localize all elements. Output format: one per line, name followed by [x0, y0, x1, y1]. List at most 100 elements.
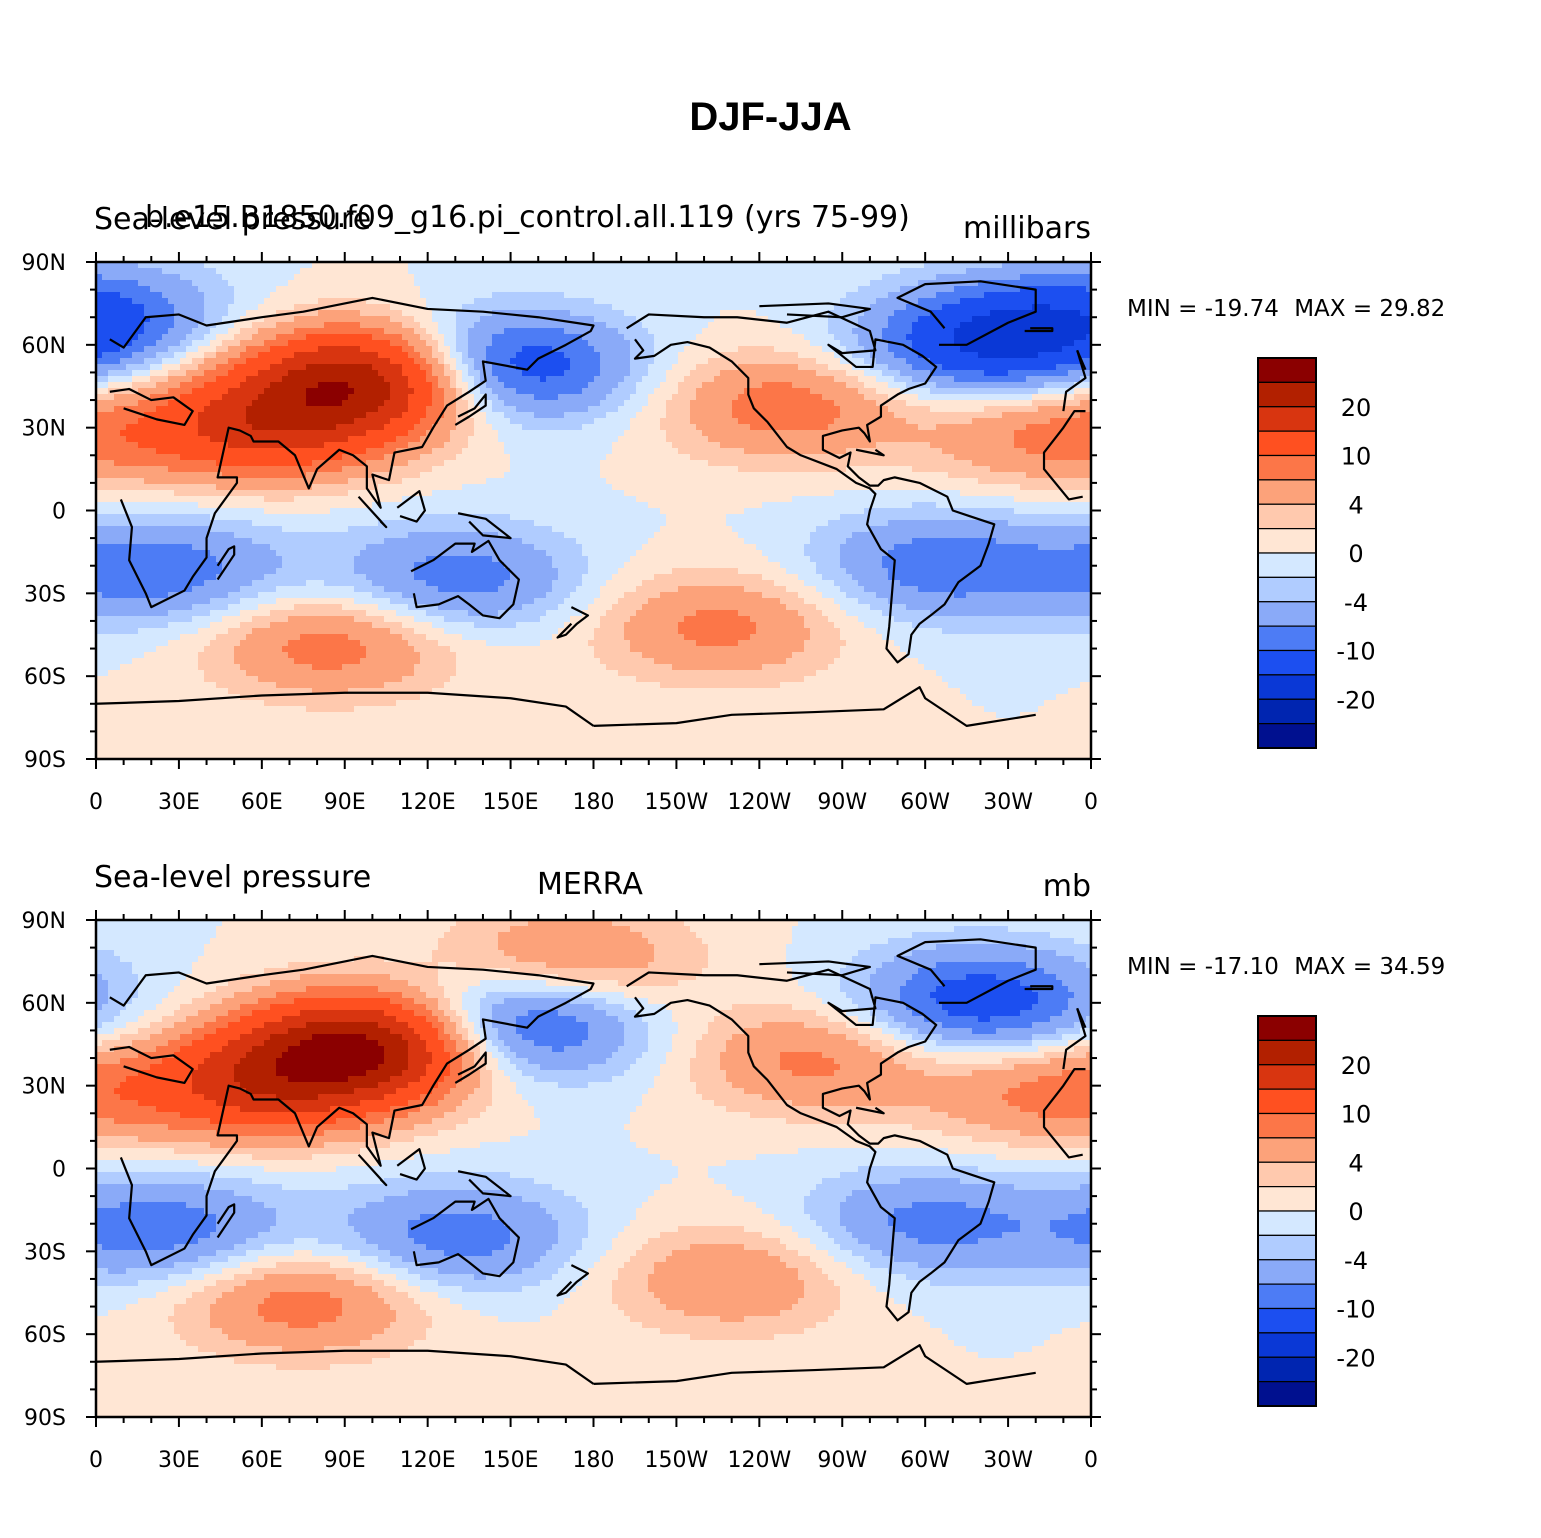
max-stat: MAX = 29.82: [1294, 296, 1445, 322]
colorbar: 20 10 4 0 -4 -10 -20: [1257, 1015, 1376, 1407]
colorbar-label: 4: [1348, 491, 1363, 519]
lon-tick-label: 90E: [324, 790, 366, 815]
coastlines: [95, 938, 1087, 1385]
lon-tick-label: 60E: [241, 790, 283, 815]
lon-tick-label: 0: [89, 1448, 103, 1473]
colorbar-swatch: [1257, 1259, 1317, 1285]
colorbar-label: -20: [1336, 686, 1375, 714]
colorbar-swatch: [1257, 601, 1317, 627]
colorbar-swatch: [1257, 1307, 1317, 1334]
colorbar-swatch: [1257, 1283, 1317, 1310]
colorbar-swatch: [1257, 1064, 1317, 1090]
lat-tick-label: 30S: [24, 582, 66, 607]
map-plot: 90N 60N 30N 0 30S 60S 90S 0 30E 60E 90E 120E 150E 180…: [22, 909, 1376, 1473]
colorbar-swatch: [1257, 1039, 1317, 1066]
panel-left-label: Sea-level pressure: [94, 863, 371, 893]
colorbar-swatch: [1257, 1381, 1317, 1407]
colorbar-swatch: [1257, 625, 1317, 652]
lon-tick-label: 0: [1084, 1448, 1098, 1473]
lat-tick-label: 30S: [24, 1240, 66, 1265]
min-max-stats: MIN = -17.10 MAX = 34.59: [1127, 954, 1453, 980]
colorbar-swatch: [1257, 1015, 1317, 1041]
panel-left-label: Sea-level pressure: [94, 205, 371, 235]
colorbar-label: 10: [1341, 1101, 1372, 1129]
colorbar-swatch: [1257, 1234, 1317, 1261]
panel-units-label: mb: [1043, 872, 1091, 902]
lon-tick-label: 0: [1084, 790, 1098, 815]
lon-tick-label: 30W: [983, 1448, 1033, 1473]
contour-field: [96, 920, 1091, 1417]
lon-tick-label: 150W: [645, 1448, 709, 1473]
panel-merra: Sea-level pressure MERRA mb MIN = -17.10…: [0, 658, 1541, 1474]
colorbar-swatch: [1257, 1137, 1317, 1163]
figure-title: DJF-JJA: [0, 95, 1541, 140]
lat-tick-label: 60S: [24, 1323, 66, 1348]
axis-ticks: [86, 252, 1101, 769]
max-stat: MAX = 34.59: [1294, 954, 1445, 980]
min-stat: MIN = -19.74: [1127, 296, 1279, 322]
colorbar-label: 0: [1348, 540, 1363, 568]
lon-tick-label: 120E: [400, 1448, 456, 1473]
lat-tick-label: 60N: [22, 334, 66, 359]
colorbar-label: 10: [1341, 443, 1372, 471]
lon-tick-label: 120E: [400, 790, 456, 815]
lat-tick-label: 60S: [24, 665, 66, 690]
colorbar-swatch: [1257, 357, 1317, 383]
lon-tick-label: 30E: [158, 1448, 200, 1473]
panel-model: Sea-level pressure b.e15.B1850.f09_g16.p…: [0, 0, 1541, 816]
lat-tick-label: 90N: [22, 909, 66, 934]
lon-tick-label: 30W: [983, 790, 1033, 815]
colorbar-label: -4: [1344, 589, 1368, 617]
colorbar-swatch: [1257, 1210, 1317, 1236]
lon-tick-label: 90W: [817, 1448, 867, 1473]
panel-center-label: MERRA: [537, 870, 643, 900]
lon-tick-label: 150W: [645, 790, 709, 815]
lon-tick-label: 120W: [727, 1448, 791, 1473]
lon-tick-label: 30E: [158, 790, 200, 815]
colorbar-swatch: [1257, 576, 1317, 603]
lat-tick-label: 90N: [22, 251, 66, 276]
panel-units-label: millibars: [963, 214, 1091, 244]
lat-tick-label: 90S: [24, 748, 66, 773]
colorbar-swatch: [1257, 1186, 1317, 1212]
colorbar-swatch: [1257, 381, 1317, 408]
colorbar-swatch: [1257, 552, 1317, 578]
min-stat: MIN = -17.10: [1127, 954, 1279, 980]
lon-tick-label: 90W: [817, 790, 867, 815]
colorbar: 20 10 4 0 -4 -10 -20: [1257, 357, 1376, 749]
lon-tick-label: 60W: [900, 1448, 950, 1473]
lon-tick-label: 60E: [241, 1448, 283, 1473]
lon-tick-label: 180: [573, 790, 615, 815]
colorbar-label: 0: [1348, 1198, 1363, 1226]
lon-tick-label: 90E: [324, 1448, 366, 1473]
lon-tick-label: 60W: [900, 790, 950, 815]
colorbar-swatch: [1257, 430, 1317, 457]
panel-center-label: b.e15.B1850.f09_g16.pi_control.all.119 (…: [145, 203, 910, 233]
colorbar-label: -4: [1344, 1247, 1368, 1275]
lon-tick-label: 0: [89, 790, 103, 815]
colorbar-swatch: [1257, 454, 1317, 481]
colorbar-swatch: [1257, 406, 1317, 432]
coastlines: [95, 280, 1087, 727]
colorbar-label: 20: [1341, 1052, 1372, 1080]
lon-tick-label: 180: [573, 1448, 615, 1473]
colorbar-swatch: [1257, 479, 1317, 505]
lat-tick-label: 90S: [24, 1406, 66, 1431]
colorbar-swatch: [1257, 1161, 1317, 1188]
colorbar-label: 4: [1348, 1149, 1363, 1177]
colorbar-swatch: [1257, 528, 1317, 554]
colorbar-label: -10: [1336, 1296, 1375, 1324]
lon-tick-label: 150E: [483, 1448, 539, 1473]
colorbar-label: 20: [1341, 394, 1372, 422]
lat-tick-label: 60N: [22, 992, 66, 1017]
lat-tick-label: 30N: [22, 1075, 66, 1100]
contour-field: [96, 262, 1091, 759]
colorbar-swatch: [1257, 1332, 1317, 1358]
colorbar-label: -20: [1336, 1344, 1375, 1372]
colorbar-swatch: [1257, 503, 1317, 530]
lat-tick-label: 0: [52, 1158, 66, 1183]
lat-tick-label: 30N: [22, 417, 66, 442]
lon-tick-label: 150E: [483, 790, 539, 815]
colorbar-swatch: [1257, 1088, 1317, 1115]
colorbar-label: -10: [1336, 638, 1375, 666]
